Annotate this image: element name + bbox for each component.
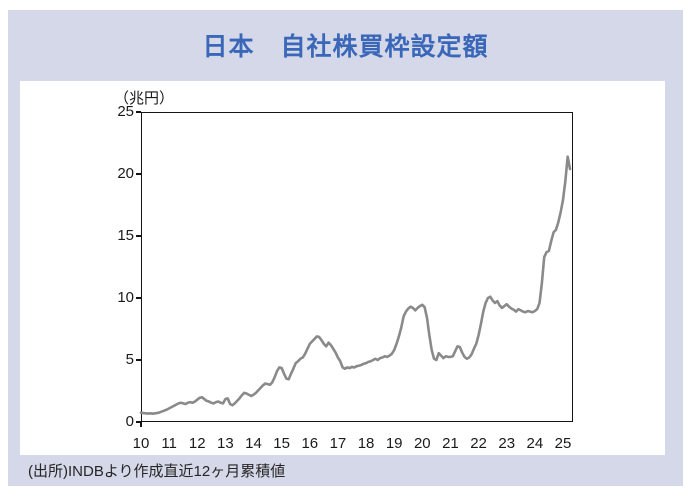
x-tick-label: 18 [357, 435, 375, 452]
y-tick-mark [136, 297, 141, 299]
source-note: (出所)INDBより作成直近12ヶ月累積値 [28, 463, 286, 480]
x-tick-label: 21 [442, 435, 459, 452]
y-tick-mark [136, 359, 141, 361]
y-tick-mark [136, 421, 141, 423]
x-tick-label: 22 [470, 435, 487, 452]
y-tick-label: 15 [117, 227, 134, 244]
x-tick-label: 20 [413, 435, 431, 452]
x-tick-label: 17 [329, 435, 347, 452]
x-tick-label: 19 [385, 435, 403, 452]
x-tick-label: 23 [498, 435, 516, 452]
x-tick-label: 25 [554, 435, 572, 452]
y-tick-label: 5 [125, 351, 134, 368]
y-axis-unit-label: （兆円） [114, 90, 175, 107]
x-tick-label: 11 [161, 435, 177, 452]
buyback-line-series [139, 155, 572, 415]
line-chart-svg [139, 155, 572, 415]
y-tick-label: 0 [125, 413, 134, 430]
x-tick-label: 16 [301, 435, 319, 452]
y-tick-label: 20 [117, 165, 134, 182]
y-tick-mark [136, 111, 141, 113]
x-tick-label: 15 [273, 435, 290, 452]
y-tick-label: 10 [117, 289, 134, 306]
x-tick-label: 12 [188, 435, 206, 452]
plot-area-frame [141, 112, 573, 422]
y-tick-mark [136, 235, 141, 237]
y-tick-mark [136, 173, 141, 175]
x-tick-label: 24 [526, 435, 544, 452]
x-tick-label: 14 [245, 435, 262, 452]
y-tick-label: 25 [117, 103, 134, 120]
x-axis-corner-tick [140, 422, 142, 427]
x-tick-label: 13 [217, 435, 234, 452]
x-tick-label: 10 [132, 435, 150, 452]
chart-title: 日本 自社株買枠設定額 [202, 33, 489, 61]
